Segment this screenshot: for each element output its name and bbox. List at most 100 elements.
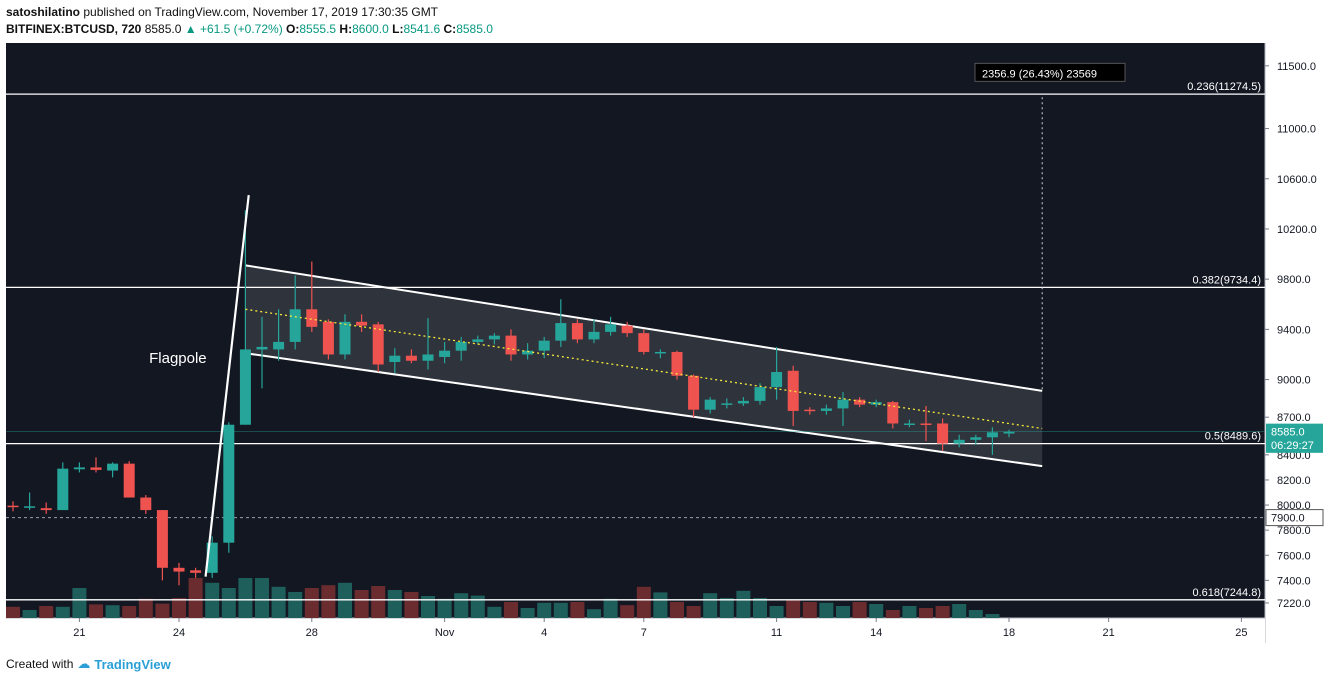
x-tick-label: 21 xyxy=(73,627,85,639)
candle-body xyxy=(339,321,351,355)
y-tick-label: 7220.0 xyxy=(1277,598,1311,610)
close-value: 8585.0 xyxy=(456,22,493,36)
price-change: ▲ +61.5 (+0.72%) xyxy=(184,22,283,36)
volume-bar xyxy=(39,606,54,618)
high-value: 8600.0 xyxy=(352,22,389,36)
candle-body xyxy=(986,432,998,438)
volume-bar xyxy=(138,598,153,618)
candle-body xyxy=(40,508,52,511)
volume-bar xyxy=(952,604,967,618)
y-tick-label: 9400.0 xyxy=(1277,324,1311,336)
volume-bar xyxy=(354,590,369,618)
candle-body xyxy=(90,467,102,470)
candle-body xyxy=(488,335,500,340)
candle-body xyxy=(239,349,251,425)
volume-bar xyxy=(89,604,103,618)
y-tick-label: 10200.0 xyxy=(1277,224,1317,236)
y-tick-label: 10600.0 xyxy=(1277,174,1317,186)
candle-body xyxy=(439,350,451,357)
author-name[interactable]: satoshilatino xyxy=(6,5,81,19)
volume-bar xyxy=(470,595,485,618)
candle-body xyxy=(820,408,832,411)
volume-bar xyxy=(703,593,718,618)
tradingview-brand[interactable]: TradingView xyxy=(94,656,171,672)
volume-bar xyxy=(155,603,170,618)
symbol-info: BITFINEX:BTCUSD, 720 8585.0 ▲ +61.5 (+0.… xyxy=(6,22,493,36)
volume-bar xyxy=(902,606,917,618)
x-tick-label: 14 xyxy=(870,627,882,639)
candle-body xyxy=(190,570,202,573)
candle-body xyxy=(887,402,899,424)
candle-body xyxy=(787,370,799,411)
target-box xyxy=(974,62,1126,82)
time-axis xyxy=(6,618,1265,643)
volume-bar xyxy=(852,602,867,618)
volume-bar xyxy=(587,609,601,618)
candlestick-chart[interactable]: Flagpole 2356.9 (26.43%) 23569 0.236(11274… xyxy=(0,43,1330,653)
candle-body xyxy=(654,351,666,354)
volume-bar xyxy=(454,593,469,618)
fib-level-label: 0.236(11274.5) xyxy=(1187,81,1261,93)
y-tick-label: 8700.0 xyxy=(1277,412,1311,424)
candle-body xyxy=(754,387,766,401)
candle-body xyxy=(721,403,733,405)
volume-bar xyxy=(885,610,900,618)
volume-bar xyxy=(188,578,203,618)
price-axis-label: 8585.0 xyxy=(1271,427,1305,439)
candle-body xyxy=(322,321,334,355)
candle-body xyxy=(953,439,965,444)
candle-body xyxy=(206,542,218,573)
candle-body xyxy=(289,309,301,342)
publish-text: published on TradingView.com, November 1… xyxy=(83,5,439,19)
candle-body xyxy=(870,402,882,405)
candle-body xyxy=(405,355,417,361)
volume-bar xyxy=(769,606,784,618)
candle-body xyxy=(605,324,617,332)
candle-body xyxy=(455,341,467,351)
candle-body xyxy=(24,506,36,508)
candle-body xyxy=(688,375,700,410)
volume-bar xyxy=(570,602,585,618)
y-tick-label: 7400.0 xyxy=(1277,575,1311,587)
x-tick-label: 4 xyxy=(541,627,547,639)
fib-level-label: 0.5(8489.6) xyxy=(1205,431,1261,443)
x-tick-label: 25 xyxy=(1235,627,1247,639)
volume-bar xyxy=(670,602,684,618)
x-tick-label: 21 xyxy=(1102,627,1114,639)
close-label: C: xyxy=(443,22,457,36)
publish-info: satoshilatino published on TradingView.c… xyxy=(6,5,438,19)
price-axis-label: 06:29:27 xyxy=(1271,440,1314,452)
volume-bar xyxy=(271,586,286,618)
volume-bar xyxy=(55,606,70,618)
open-value: 8555.5 xyxy=(299,22,337,36)
candle-body xyxy=(638,333,650,352)
fib-level-label: 0.618(7244.8) xyxy=(1193,587,1262,599)
volume-bar xyxy=(819,602,834,618)
candle-body xyxy=(7,505,19,508)
candle-body xyxy=(256,346,268,350)
volume-bar xyxy=(6,606,20,618)
tradingview-logo-icon[interactable]: ☁ xyxy=(77,656,91,671)
candle-body xyxy=(356,321,368,326)
channel-mid-line xyxy=(245,308,1043,430)
volume-bar xyxy=(72,588,87,618)
low-label: L: xyxy=(392,22,404,36)
plot-area xyxy=(6,43,1265,618)
volume-bar xyxy=(836,606,850,618)
open-label: O: xyxy=(286,22,300,36)
price-axis-label-bg xyxy=(1266,436,1323,453)
channel-upper-line xyxy=(245,264,1043,392)
target-box-label: 2356.9 (26.43%) 23569 xyxy=(982,68,1097,80)
volume-bar xyxy=(636,586,651,618)
candle-body xyxy=(422,354,434,361)
candle-body xyxy=(522,350,534,355)
candle-body xyxy=(837,399,849,409)
x-tick-label: 7 xyxy=(641,627,647,639)
candle-body xyxy=(854,399,866,405)
y-tick-label: 9800.0 xyxy=(1277,274,1311,286)
candle-body xyxy=(1003,431,1015,434)
volume-bar xyxy=(520,608,535,618)
candle-body xyxy=(555,323,567,341)
symbol-label: BITFINEX:BTCUSD, 720 xyxy=(6,22,142,36)
volume-bar xyxy=(736,590,751,618)
